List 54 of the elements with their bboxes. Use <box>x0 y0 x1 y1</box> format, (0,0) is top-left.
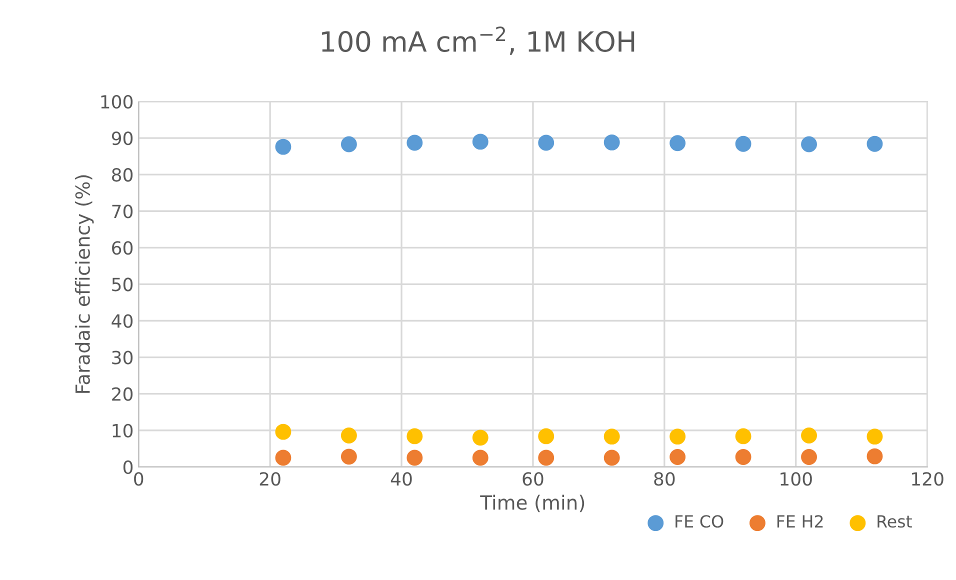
x-tick-label: 20 <box>260 472 280 486</box>
point <box>472 430 488 446</box>
point <box>604 450 620 466</box>
x-tick-label: 80 <box>654 472 675 486</box>
y-tick-label: 40 <box>112 314 133 328</box>
x-axis-title: Time (min) <box>480 494 584 512</box>
point <box>340 427 357 444</box>
y-tick-label: 70 <box>112 204 133 218</box>
point <box>275 138 292 155</box>
point <box>604 428 620 445</box>
point <box>275 450 292 466</box>
x-tick-label: 40 <box>390 472 412 486</box>
legend-label: Rest <box>878 515 912 528</box>
x-tick-label: 0 <box>134 472 144 486</box>
point <box>604 134 620 150</box>
point <box>866 136 883 152</box>
point <box>538 428 554 444</box>
y-tick-label: 100 <box>101 94 133 109</box>
point <box>472 134 488 150</box>
point <box>801 449 817 466</box>
point <box>670 135 686 152</box>
y-tick-label: 50 <box>112 278 133 292</box>
y-tick-label: 90 <box>112 132 133 146</box>
y-tick-label: 60 <box>112 241 133 255</box>
y-tick-label: 20 <box>112 387 133 401</box>
point <box>406 428 423 444</box>
y-tick-label: 0 <box>123 460 133 474</box>
point <box>406 134 423 151</box>
point <box>735 449 752 466</box>
y-axis-title: Faradaic efficiency (%) <box>74 175 94 393</box>
legend-label: FE H2 <box>777 515 823 528</box>
y-tick-label: 10 <box>112 424 133 438</box>
x-tick-label: 100 <box>780 472 812 486</box>
legend-label: FE CO <box>676 515 724 528</box>
point <box>866 428 883 445</box>
x-tick-label: 120 <box>912 472 944 486</box>
point <box>538 450 554 466</box>
point <box>538 134 554 151</box>
point <box>735 428 752 444</box>
point <box>472 450 488 466</box>
point <box>801 427 817 444</box>
point <box>340 136 357 152</box>
y-tick-label: 80 <box>112 168 133 182</box>
x-tick-label: 60 <box>522 472 544 486</box>
point <box>670 428 686 445</box>
chart-title: 100 mA cm$^{−2}$, 1M KOH <box>322 26 634 55</box>
point <box>670 449 686 466</box>
point <box>866 448 883 464</box>
point <box>406 450 423 466</box>
point <box>801 136 817 152</box>
point <box>735 136 752 152</box>
point <box>275 424 292 440</box>
y-tick-label: 30 <box>112 350 133 364</box>
point <box>340 448 357 465</box>
